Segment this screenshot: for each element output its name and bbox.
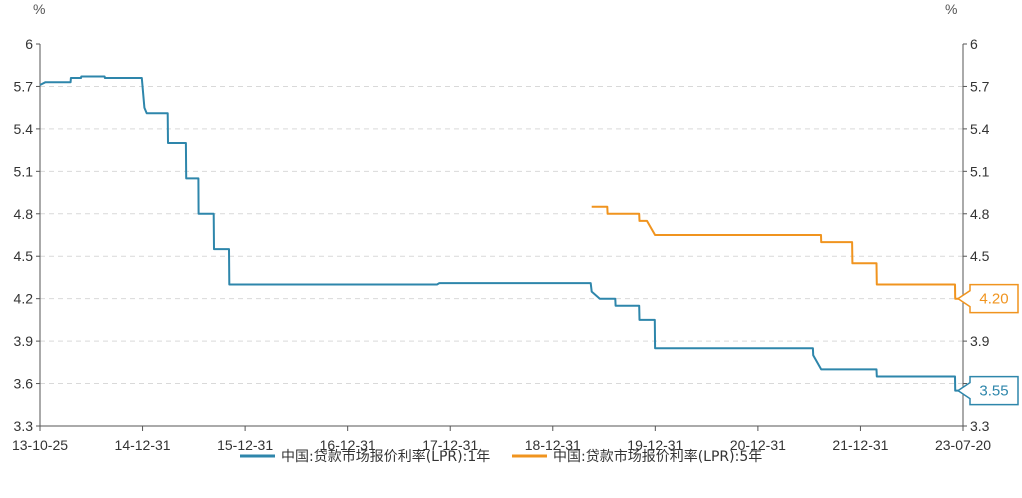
callout-box-1y <box>956 375 1019 406</box>
x-tick-label: 17-12-31 <box>422 437 478 453</box>
y-tick-label-left: 5.1 <box>14 163 34 179</box>
legend-item-1y[interactable]: 中国:贷款市场报价利率(LPR):1年 <box>240 448 490 465</box>
legend-label-1y: 中国:贷款市场报价利率(LPR):1年 <box>281 448 490 465</box>
series-line-1y <box>39 75 963 392</box>
y-tick-label-left: 3.9 <box>14 333 34 349</box>
x-tick-label: 16-12-31 <box>320 437 376 453</box>
y-tick-label-right: 6 <box>970 36 978 52</box>
axes <box>39 44 964 427</box>
series-line-5y <box>591 205 963 300</box>
x-tick-label: 19-12-31 <box>627 437 683 453</box>
y-tick-label-right: 3.3 <box>970 418 990 434</box>
y-tick-label-left: 3.3 <box>14 418 34 434</box>
end-value-callouts: 3.55 4.20 <box>956 283 1019 406</box>
series-lines <box>39 75 963 392</box>
x-tick-label: 21-12-31 <box>832 437 888 453</box>
y-tick-label-right: 4.5 <box>970 248 990 264</box>
x-tick-label: 18-12-31 <box>525 437 581 453</box>
y-tick-label-right: 5.7 <box>970 78 990 94</box>
legend: 中国:贷款市场报价利率(LPR):1年 中国:贷款市场报价利率(LPR):5年 <box>240 448 762 465</box>
x-tick-label: 15-12-31 <box>217 437 273 453</box>
y-tick-label-right: 5.1 <box>970 163 990 179</box>
callout-label-5y: 4.20 <box>979 291 1008 308</box>
legend-item-5y[interactable]: 中国:贷款市场报价利率(LPR):5年 <box>512 448 762 465</box>
y-tick-label-left: 6 <box>25 36 33 52</box>
callout-label-1y: 3.55 <box>979 383 1008 400</box>
y-tick-label-right: 3.9 <box>970 333 990 349</box>
callout-box-5y <box>956 283 1019 314</box>
x-tick-label: 14-12-31 <box>115 437 171 453</box>
axis-ticks: 665.75.75.45.45.15.14.84.84.54.54.24.23.… <box>12 36 991 453</box>
y-tick-label-left: 3.6 <box>14 376 34 392</box>
y-tick-label-left: 5.7 <box>14 78 34 94</box>
x-tick-label: 20-12-31 <box>730 437 786 453</box>
y-tick-label-left: 4.2 <box>14 291 34 307</box>
y-tick-label-right: 4.8 <box>970 206 990 222</box>
y-tick-label-left: 4.8 <box>14 206 34 222</box>
y-tick-label-left: 5.4 <box>14 121 34 137</box>
left-axis-unit: % <box>33 1 45 17</box>
x-tick-label: 23-07-20 <box>935 437 991 453</box>
y-tick-label-right: 5.4 <box>970 121 990 137</box>
right-axis-unit: % <box>945 1 957 17</box>
y-tick-label-left: 4.5 <box>14 248 34 264</box>
grid-lines <box>40 85 963 385</box>
x-tick-label: 13-10-25 <box>12 437 68 453</box>
legend-label-5y: 中国:贷款市场报价利率(LPR):5年 <box>553 448 762 465</box>
